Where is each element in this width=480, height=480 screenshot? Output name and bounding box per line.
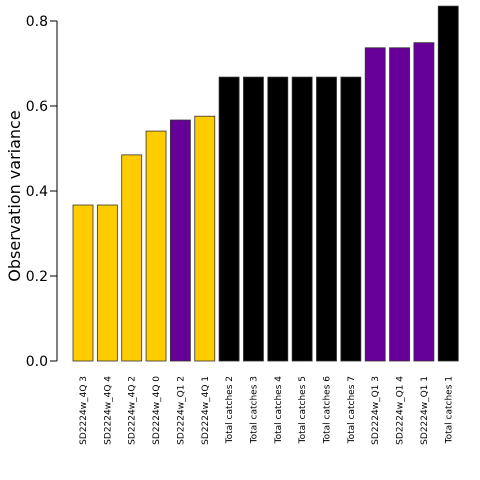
x-category-label: Total catches 7 xyxy=(347,376,357,444)
y-tick-label: 0.2 xyxy=(26,269,48,285)
bar xyxy=(194,115,216,362)
x-category-label: SD2224w_4Q 0 xyxy=(152,376,162,445)
y-tick-label: 0.4 xyxy=(26,184,48,200)
bar xyxy=(316,76,337,362)
x-category-label: Total catches 5 xyxy=(298,376,308,444)
x-category-label: Total catches 6 xyxy=(323,376,333,445)
x-axis-labels: SD2224w_4Q 3 SD2224w_4Q 4 SD2224w_4Q 2 SD22… xyxy=(79,376,454,445)
bar xyxy=(96,204,118,362)
x-category-label: SD2224w_Q1 1 xyxy=(420,376,430,445)
bar xyxy=(437,5,459,362)
x-category-label: SD2224w_4Q 4 xyxy=(103,376,113,445)
x-category-label: Total catches 3 xyxy=(249,376,259,444)
bar xyxy=(169,119,191,362)
x-category-label: SD2224w_Q1 3 xyxy=(371,376,381,445)
y-axis: 0.0 0.2 0.4 0.6 0.8 xyxy=(26,14,58,370)
bar xyxy=(364,47,386,362)
bar xyxy=(267,76,289,362)
x-category-label: SD2224w_4Q 2 xyxy=(128,376,138,445)
bar xyxy=(243,76,264,362)
x-category-label: Total catches 1 xyxy=(444,376,454,444)
bar xyxy=(121,154,143,362)
y-tick-label: 0.0 xyxy=(26,354,48,370)
x-category-label: SD2224w_Q1 2 xyxy=(176,376,186,445)
bar xyxy=(291,76,313,362)
bar xyxy=(72,204,94,362)
bar xyxy=(413,42,435,362)
bars-group xyxy=(72,5,459,362)
y-tick-label: 0.6 xyxy=(26,99,48,115)
x-category-label: Total catches 2 xyxy=(225,376,235,444)
bar xyxy=(389,47,410,362)
x-category-label: SD2224w_4Q 1 xyxy=(201,376,211,445)
x-category-label: Total catches 4 xyxy=(274,376,284,445)
x-category-label: SD2224w_Q1 4 xyxy=(396,376,406,445)
y-axis-title: Observation variance xyxy=(5,110,24,281)
bar xyxy=(145,130,167,362)
y-tick-label: 0.8 xyxy=(26,14,48,30)
bar xyxy=(340,76,362,362)
x-category-label: SD2224w_4Q 3 xyxy=(79,376,89,445)
bar xyxy=(218,76,240,362)
